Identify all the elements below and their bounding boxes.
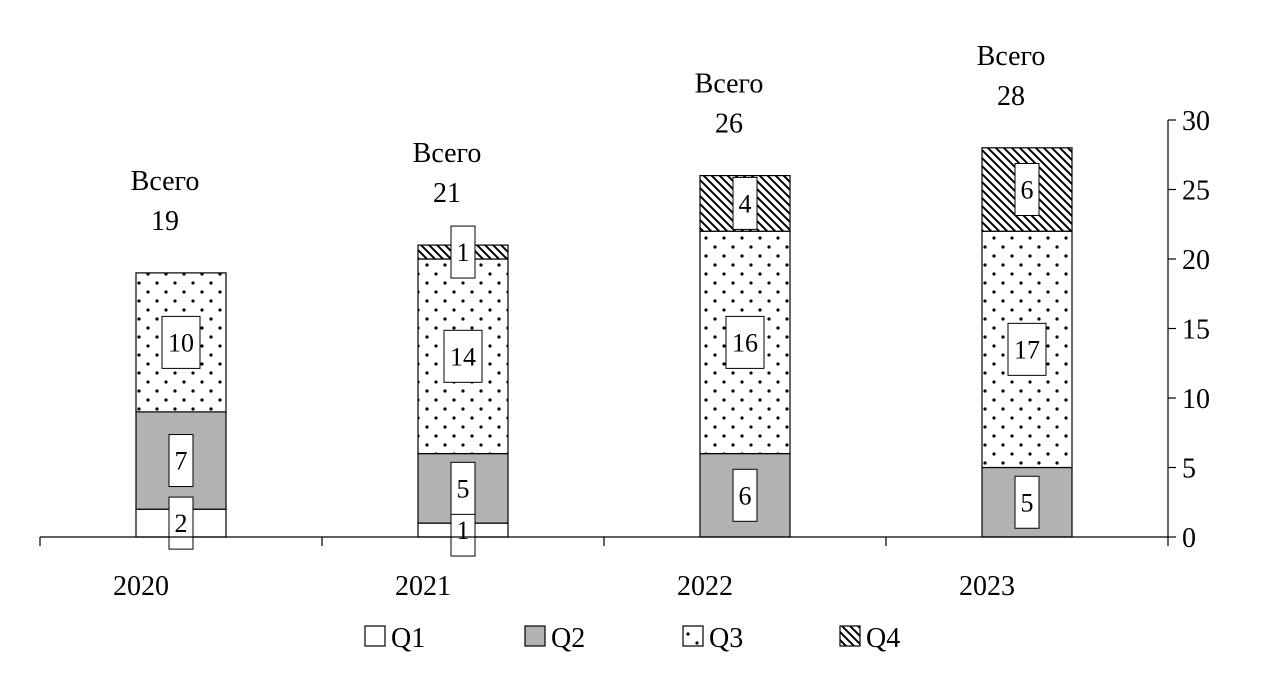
x-tick-label-2023: 2023 (959, 571, 1015, 602)
y-tick-label-15: 15 (1182, 315, 1210, 346)
total-label-2020: Всего (131, 166, 200, 197)
x-axis: 2020 2021 2022 2023 (39, 536, 1169, 602)
legend-swatch-q1 (364, 625, 386, 647)
legend: Q1 Q2 Q3 Q4 (364, 623, 900, 654)
y-tick-label-30: 30 (1182, 106, 1210, 137)
x-tick-label-2020: 2020 (113, 571, 169, 602)
total-value-2020: 19 (151, 206, 179, 237)
legend-swatch-q2 (524, 625, 546, 647)
total-label-2022: Всего (695, 69, 764, 100)
segment-value-label: 2 (175, 509, 188, 538)
segment-value-label: 6 (739, 481, 752, 510)
y-tick-label-5: 5 (1182, 454, 1196, 485)
segment-value-label: 1 (457, 238, 470, 267)
y-axis: 0 5 10 15 20 25 30 (1167, 106, 1210, 554)
segment-label-box (443, 329, 483, 383)
segment-value-label: 5 (457, 474, 470, 503)
segment-value-label: 7 (175, 447, 188, 476)
segment-value-label: 16 (732, 328, 758, 357)
y-tick-label-10: 10 (1182, 384, 1210, 415)
legend-label-q1: Q1 (391, 623, 425, 654)
segment-label-box (1014, 475, 1040, 529)
segment-label-box (168, 496, 194, 550)
segment-label-box (450, 225, 476, 279)
legend-label-q2: Q2 (551, 623, 585, 654)
y-tick-label-25: 25 (1182, 176, 1210, 207)
total-value-2022: 26 (715, 109, 743, 140)
segment-value-label: 6 (1021, 176, 1034, 205)
segment-value-label: 1 (457, 516, 470, 545)
segment-label-box (168, 434, 194, 488)
segment-label-box (732, 468, 758, 522)
segment-label-box (161, 315, 201, 369)
bars-group (135, 147, 1073, 538)
segment-label-box (1007, 322, 1047, 376)
segment-label-box (1014, 163, 1040, 216)
segment-value-label: 5 (1021, 488, 1034, 517)
segment-value-label: 4 (739, 189, 752, 218)
segment-label-box (725, 315, 765, 369)
total-label-2023: Всего (977, 41, 1046, 72)
segment-label-box (732, 176, 758, 230)
y-tick-label-20: 20 (1182, 245, 1210, 276)
legend-swatch-q3 (682, 625, 704, 647)
total-value-2023: 28 (997, 81, 1025, 112)
legend-label-q3: Q3 (709, 623, 743, 654)
total-label-2021: Всего (413, 138, 482, 169)
segment-value-label: 17 (1014, 335, 1040, 364)
total-value-2021: 21 (433, 178, 461, 209)
segment-value-label: 10 (168, 328, 194, 357)
legend-swatch-q4 (839, 625, 861, 647)
segment-value-label: 14 (450, 342, 476, 371)
legend-label-q4: Q4 (866, 623, 900, 654)
y-tick-label-0: 0 (1182, 523, 1196, 554)
x-tick-label-2021: 2021 (395, 571, 451, 602)
totals-group: Всего 19 Всего 21 Всего 26 Всего 28 (131, 41, 1046, 237)
x-tick-label-2022: 2022 (677, 571, 733, 602)
segment-label-box (450, 461, 476, 515)
